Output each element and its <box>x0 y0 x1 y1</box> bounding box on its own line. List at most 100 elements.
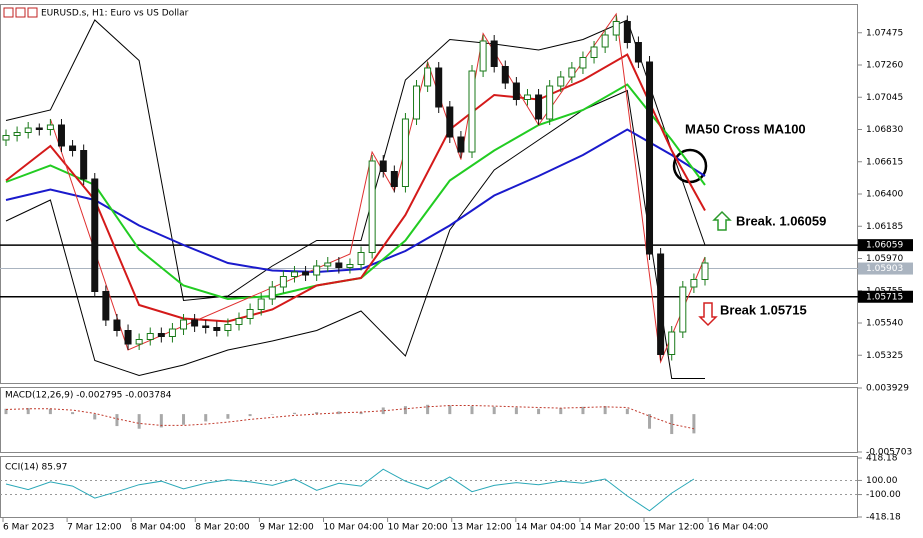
macd-bar <box>603 406 607 415</box>
candle-body <box>479 40 487 72</box>
y-tick-label: 1.06185 <box>866 222 903 232</box>
x-tick-label: 15 Mar 12:00 <box>644 523 704 533</box>
candle-body <box>24 127 32 133</box>
candle-body <box>91 178 99 292</box>
candle-body <box>290 271 298 277</box>
macd-bar <box>337 411 341 415</box>
candle-body <box>80 150 88 180</box>
x-tick-label: 7 Mar 12:00 <box>67 523 122 533</box>
macd-bar <box>625 408 629 415</box>
indicator-line <box>5 89 705 379</box>
macd-bar <box>4 408 8 415</box>
candle-body <box>268 286 276 300</box>
y-tick-label: 1.06830 <box>866 125 903 135</box>
candle-body <box>390 171 398 187</box>
candle-body <box>57 124 65 147</box>
annotation: Break. 1.06059 <box>736 213 826 228</box>
candle-body <box>634 42 642 63</box>
indicator-line <box>5 19 706 302</box>
y-tick-label: 1.07260 <box>866 61 903 71</box>
candle-body <box>401 118 409 187</box>
x-tick-label: 9 Mar 12:00 <box>259 523 314 533</box>
level-label: 1.06059 <box>866 241 903 251</box>
macd-bar <box>448 405 452 415</box>
x-tick-label: 6 Mar 2023 <box>3 523 54 533</box>
candle-body <box>302 271 310 276</box>
candle-body <box>657 253 665 355</box>
y-tick-label: 1.05325 <box>866 351 903 361</box>
y-tick-label: 1.07045 <box>866 93 903 103</box>
macd-bar <box>26 408 30 415</box>
cci-label: CCI(14) 85.97 <box>5 463 67 473</box>
candle-body <box>146 333 154 340</box>
candle-body <box>546 85 554 120</box>
macd-bar <box>159 414 163 428</box>
candle-body <box>313 265 321 276</box>
x-tick-label: 10 Mar 20:00 <box>388 523 448 533</box>
macd-bar <box>48 408 52 415</box>
candle-body <box>568 67 576 78</box>
macd-panel <box>0 387 858 453</box>
candle-body <box>335 262 343 268</box>
macd-bar <box>537 408 541 415</box>
x-tick-label: 13 Mar 12:00 <box>452 523 512 533</box>
candle-body <box>124 330 132 345</box>
candle-body <box>180 319 188 330</box>
candle-body <box>113 319 121 331</box>
macd-bar <box>71 412 75 415</box>
candle-body <box>213 327 221 331</box>
candle-body <box>668 331 676 355</box>
macd-bar <box>692 414 696 434</box>
y-tick-label: -418.18 <box>866 513 901 523</box>
macd-bar <box>315 412 319 415</box>
arrow-up <box>712 210 732 231</box>
candle-body <box>324 262 332 267</box>
candle-body <box>535 94 543 120</box>
level-label: 1.05715 <box>866 292 903 302</box>
candle-body <box>424 67 432 87</box>
macd-bar <box>514 407 518 415</box>
candle-body <box>135 339 143 345</box>
macd-bar <box>270 414 274 415</box>
chart-title: EURUSD.s, H1: Euro vs US Dollar <box>41 9 189 19</box>
candle-body <box>69 145 77 151</box>
bid-label: 1.05903 <box>866 264 903 274</box>
candle-body <box>579 57 587 69</box>
macd-label: MACD(12,26,9) -0.002795 -0.003784 <box>5 391 172 401</box>
candle-body <box>191 319 199 327</box>
candle-body <box>235 318 243 325</box>
y-tick-label: 1.07475 <box>866 28 903 38</box>
candle-body <box>368 160 376 253</box>
candle-body <box>279 276 287 288</box>
y-tick-label: 100.00 <box>866 476 898 486</box>
bid-box <box>858 262 913 275</box>
y-tick-label: 1.05970 <box>866 254 903 264</box>
macd-bar <box>470 406 474 415</box>
price-panel <box>0 4 858 384</box>
candle-body <box>557 76 565 87</box>
candle-body <box>435 67 443 108</box>
candle-body <box>646 61 654 255</box>
macd-bar <box>381 407 385 415</box>
candle-body <box>501 66 509 84</box>
candle-body <box>46 124 54 130</box>
candle-body <box>523 94 531 100</box>
candle-body <box>413 85 421 120</box>
macd-bar <box>426 404 430 415</box>
macd-bar <box>93 414 97 420</box>
candle-body <box>102 291 110 321</box>
macd-bar <box>670 414 674 435</box>
y-tick-label: 0.003929 <box>866 384 909 394</box>
x-tick-label: 8 Mar 20:00 <box>195 523 250 533</box>
macd-bar <box>359 412 363 415</box>
level-box <box>858 290 913 303</box>
level-box <box>858 239 913 252</box>
candle-body <box>457 136 465 153</box>
candle-body <box>612 21 620 36</box>
macd-bar <box>137 414 141 429</box>
candle-body <box>601 34 609 48</box>
x-tick-label: 14 Mar 20:00 <box>580 523 640 533</box>
x-tick-label: 8 Mar 04:00 <box>131 523 186 533</box>
annotation: MA50 Cross MA100 <box>685 121 806 136</box>
candle-body <box>35 127 43 130</box>
